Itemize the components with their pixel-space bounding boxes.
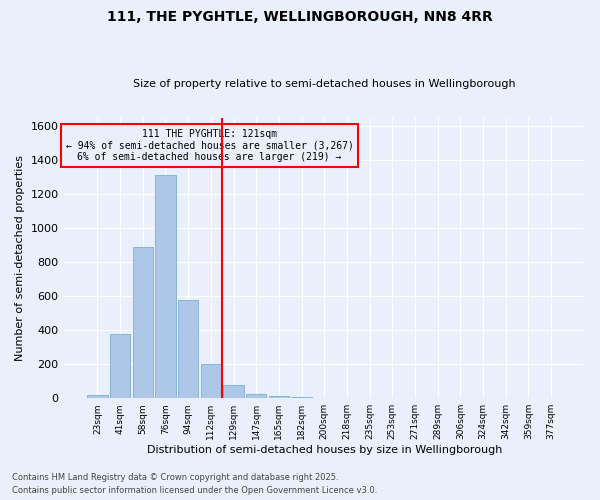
Bar — [110, 334, 130, 398]
Bar — [269, 396, 289, 398]
Bar — [178, 300, 199, 398]
X-axis label: Distribution of semi-detached houses by size in Wellingborough: Distribution of semi-detached houses by … — [146, 445, 502, 455]
Bar — [87, 395, 107, 398]
Bar — [246, 394, 266, 398]
Bar — [200, 364, 221, 398]
Bar — [223, 386, 244, 398]
Y-axis label: Number of semi-detached properties: Number of semi-detached properties — [15, 155, 25, 361]
Text: 111, THE PYGHTLE, WELLINGBOROUGH, NN8 4RR: 111, THE PYGHTLE, WELLINGBOROUGH, NN8 4R… — [107, 10, 493, 24]
Text: Contains HM Land Registry data © Crown copyright and database right 2025.
Contai: Contains HM Land Registry data © Crown c… — [12, 474, 377, 495]
Title: Size of property relative to semi-detached houses in Wellingborough: Size of property relative to semi-detach… — [133, 79, 515, 89]
Bar — [155, 176, 176, 398]
Bar — [133, 247, 153, 398]
Text: 111 THE PYGHTLE: 121sqm
← 94% of semi-detached houses are smaller (3,267)
6% of : 111 THE PYGHTLE: 121sqm ← 94% of semi-de… — [65, 129, 353, 162]
